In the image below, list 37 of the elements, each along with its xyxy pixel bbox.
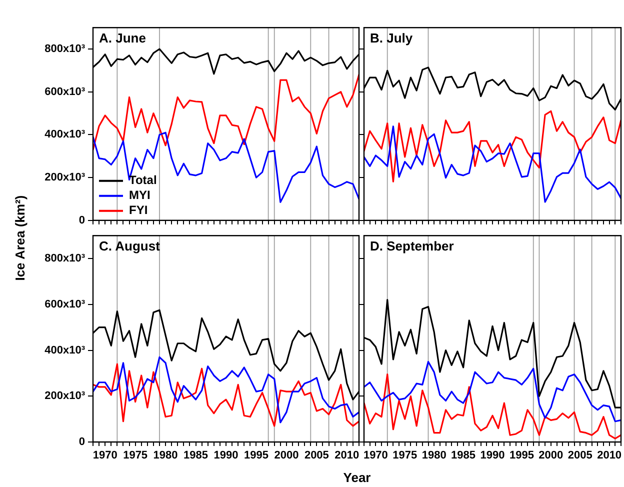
x-tick-label: 1970 (92, 450, 118, 462)
x-tick-label: 1995 (244, 450, 268, 462)
y-tick-label: 0 (78, 214, 85, 226)
x-tick-label: 2000 (274, 450, 299, 462)
x-tick-label: 2005 (568, 450, 592, 462)
chart-title: A. June (99, 30, 146, 46)
x-tick-label: 1980 (422, 450, 446, 462)
y-tick-label: 400x10³ (44, 128, 86, 141)
legend-label: Total (129, 173, 157, 188)
y-tick-label: 0 (78, 436, 85, 448)
x-tick-label: 1985 (451, 450, 476, 462)
y-tick-label: 200x10³ (44, 172, 86, 184)
x-tick-label: 2010 (597, 450, 622, 462)
x-tick-label: 1985 (184, 450, 208, 462)
y-tick-label: 400x10³ (44, 344, 86, 356)
x-tick-label: 1975 (392, 450, 418, 462)
y-tick-label: 200x10³ (44, 390, 86, 402)
x-tick-label: 2005 (304, 450, 329, 462)
x-tick-label: 1990 (214, 450, 238, 462)
x-tick-label: 1975 (123, 450, 148, 462)
x-tick-label: 1970 (363, 450, 388, 462)
x-axis-title: Year (343, 470, 371, 485)
chart-title: D. September (370, 238, 454, 254)
legend-label: MYI (129, 188, 150, 202)
legend-label: FYI (129, 203, 148, 218)
y-tick-label: 600x10³ (44, 298, 86, 310)
y-tick-label: 800x10³ (44, 252, 86, 265)
y-tick-label: 800x10³ (44, 43, 86, 56)
x-tick-label: 1995 (509, 450, 534, 462)
y-tick-label: 600x10³ (44, 86, 86, 98)
x-tick-label: 2010 (334, 450, 360, 462)
chart-title: B. July (370, 30, 414, 46)
x-tick-label: 2000 (538, 450, 564, 462)
y-axis-title: Ice Area (km²) (12, 195, 28, 281)
x-tick-label: 1990 (480, 450, 505, 462)
x-tick-label: 1980 (153, 450, 178, 462)
chart-title: C. August (99, 238, 161, 254)
